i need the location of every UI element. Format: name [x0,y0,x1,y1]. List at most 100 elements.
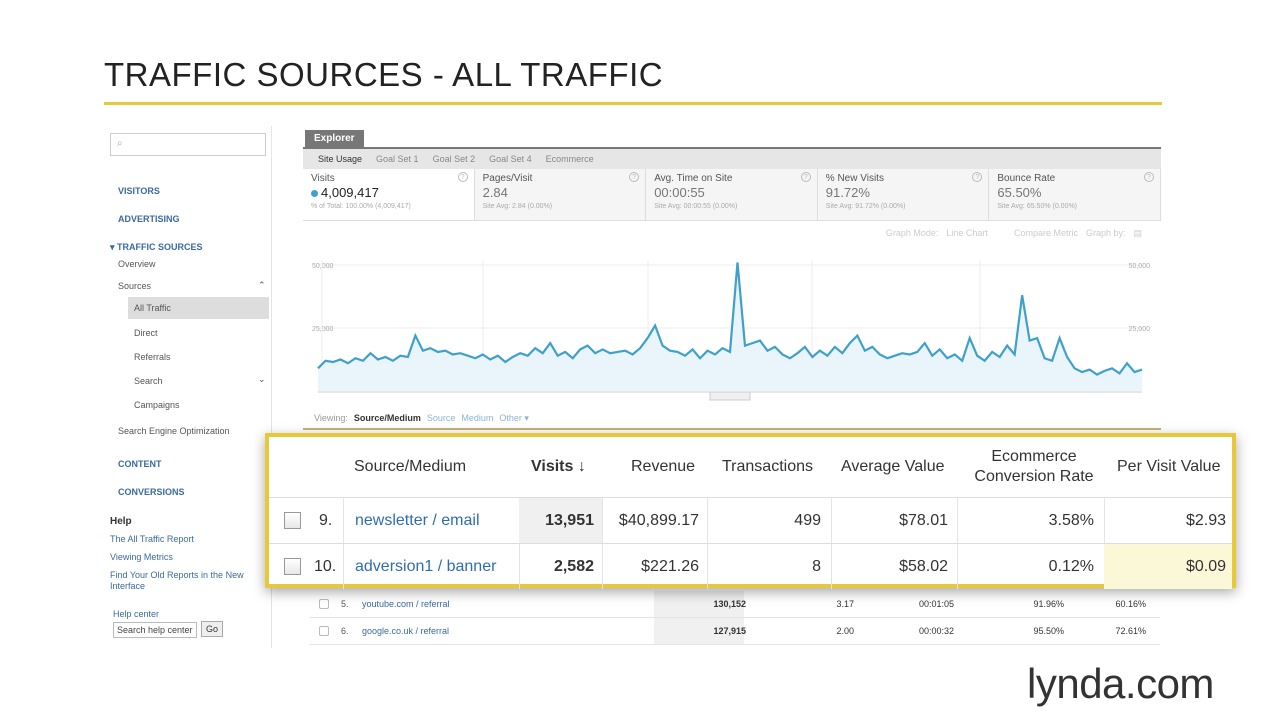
subtab-site-usage[interactable]: Site Usage [318,154,363,164]
row-revenue: $40,899.17 [618,511,699,529]
row-conversion-rate: 3.58% [1048,511,1094,529]
viewing-label: Viewing: [314,413,348,423]
row-per-visit-value: $0.09 [1185,557,1226,575]
metric-label: Avg. Time on Site [654,173,733,184]
row-bounce: 60.16% [1115,599,1146,609]
help-icon[interactable]: ? [457,172,468,182]
row-source-link[interactable]: adversion1 / banner [355,557,497,575]
metric-pages-visit[interactable]: Pages/Visit 2.84 Site Avg: 2.84 (0.00%)? [474,169,647,220]
help-search-input[interactable]: Search help center [113,622,197,638]
table-row[interactable]: 6. google.co.uk / referral 127,915 2.00 … [310,618,1160,645]
help-icon[interactable]: ? [1143,172,1154,182]
lynda-logo: lynda.com [1027,660,1214,707]
metric-sub: Site Avg: 91.72% (0.00%) [825,203,906,210]
metric-sub: % of Total: 100.00% (4,009,417) [311,203,411,210]
metric-new-visits[interactable]: % New Visits 91.72% Site Avg: 91.72% (0.00… [817,169,990,220]
subtab-goal-set-4[interactable]: Goal Set 4 [489,154,532,164]
viewing-other[interactable]: Other ▾ [499,413,529,423]
row-visits: 13,951 [545,511,594,529]
subtab-goal-set-2[interactable]: Goal Set 2 [432,154,476,164]
calendar-icon[interactable]: ▤ [1133,228,1142,238]
metric-value: 2.84 [482,185,508,200]
metric-value: 00:00:55 [654,185,705,200]
row-conversion-rate: 0.12% [1048,557,1094,575]
subtab-ecommerce[interactable]: Ecommerce [545,154,594,164]
row-source-link[interactable]: newsletter / email [355,511,480,529]
graph-mode-select[interactable]: Line Chart [946,228,988,238]
subtabs: Site Usage Goal Set 1 Goal Set 2 Goal Se… [303,149,1161,169]
row-time: 00:01:05 [918,599,954,609]
sidebar-item-overview[interactable]: Overview [118,259,156,269]
sidebar-item-content[interactable]: CONTENT [118,459,162,469]
row-time: 00:00:32 [918,626,954,636]
row-checkbox[interactable] [319,599,329,609]
chevron-up-icon[interactable]: ⌃ [258,280,266,290]
metric-bounce-rate[interactable]: Bounce Rate 65.50% Site Avg: 65.50% (0.00%… [989,169,1161,220]
row-revenue: $221.26 [641,557,699,575]
sidebar-item-referrals[interactable]: Referrals [134,352,171,362]
compare-metric-button[interactable]: Compare Metric [1013,228,1078,238]
highlighted-table: Source/Medium Visits ↓ Revenue Transacti… [265,433,1236,589]
table-row[interactable]: 10. adversion1 / banner 2,582 $221.26 8 … [269,543,1232,589]
visits-series-line [317,262,1143,376]
metric-label: Pages/Visit [482,173,533,184]
viewing-source[interactable]: Source [426,413,456,423]
sidebar-item-visitors[interactable]: VISITORS [118,186,160,196]
col-average-value[interactable]: Average Value [841,458,945,475]
metric-sub: Site Avg: 00:00:55 (0.00%) [654,203,738,210]
table-header: Source/Medium Visits ↓ Revenue Transacti… [269,437,1232,497]
table-row[interactable]: 9. newsletter / email 13,951 $40,899.17 … [269,497,1232,543]
help-icon[interactable]: ? [972,172,983,182]
col-per-visit-value[interactable]: Per Visit Value [1117,458,1221,475]
row-checkbox[interactable] [284,558,301,575]
tab-divider [303,147,1161,149]
sidebar-item-search[interactable]: Search [134,376,163,386]
row-pages: 2.00 [836,626,854,636]
viewing-medium[interactable]: Medium [461,413,494,423]
sidebar-search-input[interactable]: ⌕ [110,133,266,156]
row-rank: 10. [314,557,337,575]
sidebar-item-advertising[interactable]: ADVERTISING [118,214,180,224]
row-source-link[interactable]: google.co.uk / referral [362,626,450,636]
sidebar-item-conversions[interactable]: CONVERSIONS [118,487,185,497]
sidebar-item-seo[interactable]: Search Engine Optimization [118,426,230,436]
metric-label: Bounce Rate [997,173,1056,184]
row-visits: 2,582 [553,557,594,575]
help-link[interactable]: Find Your Old Reports in the New Interfa… [110,570,244,591]
col-visits[interactable]: Visits ↓ [531,458,586,475]
viewing-source-medium[interactable]: Source/Medium [353,413,421,423]
series-dot-icon [311,190,318,197]
row-source-link[interactable]: youtube.com / referral [362,599,450,609]
sidebar-item-traffic-sources[interactable]: ▾ TRAFFIC SOURCES [110,242,203,252]
help-link[interactable]: The All Traffic Report [110,534,194,544]
row-transactions: 8 [812,557,821,575]
col-source-medium[interactable]: Source/Medium [354,458,467,475]
help-link[interactable]: Viewing Metrics [110,552,173,562]
row-checkbox[interactable] [284,512,301,529]
help-center-label: Help center [113,609,160,619]
graph-options: Graph Mode: Line Chart Compare Metric Gr… [886,228,1142,239]
row-rank: 6. [341,626,349,636]
col-revenue[interactable]: Revenue [631,458,696,475]
row-checkbox[interactable] [319,626,329,636]
metric-avg-time[interactable]: Avg. Time on Site 00:00:55 Site Avg: 00:00… [646,169,818,220]
row-new: 91.96% [1033,599,1064,609]
y-tick-label: 25,000 [312,326,334,333]
col-conversion-rate[interactable]: Ecommerce Conversion Rate [974,448,1094,485]
sidebar-item-sources[interactable]: Sources [118,281,152,291]
go-button[interactable]: Go [201,621,224,637]
subtab-goal-set-1[interactable]: Goal Set 1 [376,154,419,164]
metric-sub: Site Avg: 65.50% (0.00%) [997,203,1078,210]
metric-visits[interactable]: Visits 4,009,417 % of Total: 100.00% (4,00… [303,169,475,220]
sidebar-item-direct[interactable]: Direct [134,328,158,338]
col-transactions[interactable]: Transactions [722,458,813,475]
chevron-down-icon[interactable]: ⌄ [258,374,266,384]
table-row[interactable]: 5. youtube.com / referral 130,152 3.17 0… [310,591,1160,618]
sidebar-item-all-traffic[interactable]: All Traffic [128,297,269,319]
sidebar-item-campaigns[interactable]: Campaigns [134,400,180,410]
help-icon[interactable]: ? [629,172,640,182]
metric-value: 65.50% [997,185,1042,200]
help-icon[interactable]: ? [800,172,811,182]
tab-explorer[interactable]: Explorer [305,130,364,147]
metric-value: 4,009,417 [321,185,379,200]
